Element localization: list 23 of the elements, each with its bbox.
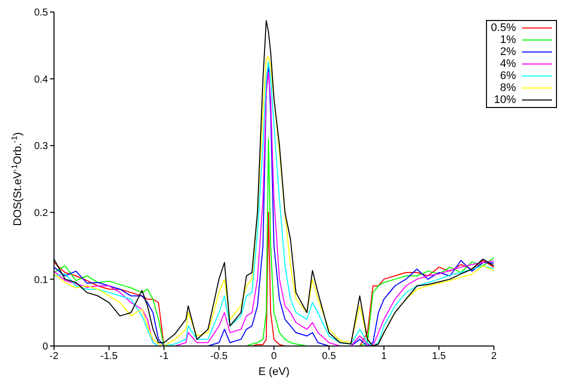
y-tick-label: 0.4 <box>34 74 48 86</box>
x-tick-label: -1.5 <box>100 351 118 362</box>
x-tick-label: -1 <box>160 351 169 362</box>
x-tick-label: 0 <box>271 351 278 362</box>
legend-label: 6% <box>500 70 516 82</box>
x-tick-label: -0.5 <box>210 351 228 362</box>
y-tick-label: 0.2 <box>34 208 48 219</box>
y-tick-label: 0.1 <box>34 274 48 286</box>
legend-label: 8% <box>500 82 516 94</box>
x-tick-label: 1.5 <box>432 351 446 362</box>
x-tick-label: 2 <box>491 351 498 362</box>
y-tick-label: 0.3 <box>34 141 48 152</box>
x-axis-title: E (eV) <box>258 366 290 378</box>
y-tick-label: 0 <box>42 342 48 353</box>
x-tick-label: 0.5 <box>322 351 336 362</box>
legend-label: 1% <box>500 34 516 46</box>
legend-label: 10% <box>494 94 516 106</box>
legend-label: 2% <box>500 46 516 58</box>
x-tick-label: 1 <box>381 351 388 362</box>
x-tick-label: -2 <box>50 351 59 362</box>
legend-label: 0.5% <box>490 22 516 34</box>
y-tick-label: 0.5 <box>34 8 48 19</box>
legend-label: 4% <box>500 58 516 70</box>
